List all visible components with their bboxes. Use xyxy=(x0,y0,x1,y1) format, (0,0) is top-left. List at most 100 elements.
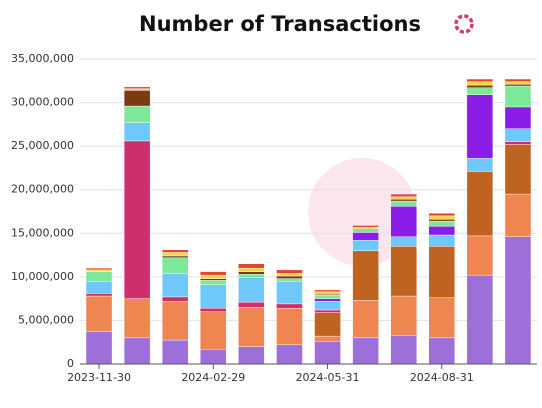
bar-segment xyxy=(390,193,417,197)
bar-segment xyxy=(276,344,303,365)
y-tick-label: 15,000,000 xyxy=(11,226,74,239)
bar-segment xyxy=(314,294,341,299)
bar-segment xyxy=(466,94,494,159)
chart-title: Number of Transactions xyxy=(139,12,421,36)
bar-segment xyxy=(200,280,227,285)
y-tick-label: 30,000,000 xyxy=(11,96,74,109)
bar-segment xyxy=(428,215,455,220)
bar-segment xyxy=(238,301,265,308)
bar-segment xyxy=(352,300,379,339)
bar-segment xyxy=(276,303,303,309)
bar-segment xyxy=(352,240,379,251)
bar-segment xyxy=(123,122,151,142)
bar-segment xyxy=(314,341,341,365)
y-tick-label: 25,000,000 xyxy=(11,139,74,152)
bar-segment xyxy=(390,196,417,200)
bar-segment xyxy=(504,236,532,365)
bar-segment xyxy=(85,293,113,297)
bar-segment xyxy=(85,271,113,282)
bar-segment xyxy=(504,81,532,85)
x-tick-label: 2023-11-30 xyxy=(67,371,131,384)
bar-segment xyxy=(123,105,151,123)
bar-segment xyxy=(200,271,227,276)
bar-segment xyxy=(428,337,455,365)
bar-segment xyxy=(85,281,113,294)
bar-segment xyxy=(200,284,227,309)
bar-segment xyxy=(238,346,265,365)
bar-segment xyxy=(314,335,341,342)
bar-segment xyxy=(390,335,417,365)
bar-segment xyxy=(123,337,151,365)
bar-segment xyxy=(200,311,227,350)
bar-segment xyxy=(352,226,379,230)
bar-segment xyxy=(314,312,341,337)
bar-segment xyxy=(504,78,532,82)
bar-segment xyxy=(314,289,341,292)
bar-segment xyxy=(352,337,379,365)
bar-segment xyxy=(162,296,189,302)
bar-segment xyxy=(123,140,151,299)
bar-segment xyxy=(123,90,151,107)
bar-segment xyxy=(466,274,494,365)
bar-segment xyxy=(466,78,494,82)
bar-segment xyxy=(390,236,417,247)
bar-segment xyxy=(466,87,494,95)
bar-segment xyxy=(466,158,494,172)
bar-segment xyxy=(466,235,494,276)
x-tick-label: 2024-02-29 xyxy=(181,371,245,384)
y-tick-label: 0 xyxy=(67,357,74,370)
y-tick-label: 5,000,000 xyxy=(18,313,74,326)
bar-segment xyxy=(428,219,455,222)
y-tick-label: 20,000,000 xyxy=(11,183,74,196)
bar-segment xyxy=(390,200,417,207)
bar-segment xyxy=(314,301,341,311)
bar-segment xyxy=(238,307,265,347)
bar-segment xyxy=(504,84,532,87)
bar-segment xyxy=(466,84,494,88)
bar-segment xyxy=(390,295,417,336)
bar-segment xyxy=(238,274,265,278)
bar-segment xyxy=(200,278,227,281)
logo-icon xyxy=(454,14,474,34)
bar-segment xyxy=(162,273,189,298)
bar-segment xyxy=(428,297,455,339)
bar-segment xyxy=(428,226,455,236)
watermark xyxy=(308,158,416,266)
bar-segment xyxy=(352,250,379,301)
x-tick-label: 2024-05-31 xyxy=(296,371,360,384)
bar-segment xyxy=(428,213,455,217)
bar-segment xyxy=(238,271,265,275)
bar-segment xyxy=(428,234,455,247)
bar-segment xyxy=(162,257,189,274)
y-tick-label: 10,000,000 xyxy=(11,270,74,283)
bar-segment xyxy=(85,295,113,332)
bar-segment xyxy=(276,269,303,274)
bar-segment xyxy=(85,267,113,271)
y-tick-label: 35,000,000 xyxy=(11,52,74,65)
bar-segment xyxy=(314,291,341,295)
bar-segment xyxy=(390,206,417,237)
bar-segment xyxy=(162,255,189,258)
bar-segment xyxy=(314,309,341,313)
bar-segment xyxy=(352,232,379,241)
bar-segment xyxy=(162,252,189,257)
bar-segment xyxy=(390,199,417,202)
bar-segment xyxy=(352,229,379,233)
bar-segment xyxy=(504,193,532,237)
bar-segment xyxy=(276,275,303,279)
bar-segment xyxy=(504,106,532,129)
bar-segment xyxy=(466,171,494,237)
bar-segment xyxy=(314,298,341,302)
bar-segment xyxy=(504,128,532,142)
bar-segment xyxy=(276,278,303,282)
bar-segment xyxy=(238,267,265,272)
bar-segment xyxy=(390,246,417,297)
bar-segment xyxy=(162,301,189,341)
bar-segment xyxy=(200,348,227,365)
bar-segment xyxy=(428,220,455,227)
bar-segment xyxy=(504,144,532,195)
bar-segment xyxy=(238,277,265,303)
bar-segment xyxy=(162,339,189,365)
bar-segment xyxy=(162,249,189,253)
